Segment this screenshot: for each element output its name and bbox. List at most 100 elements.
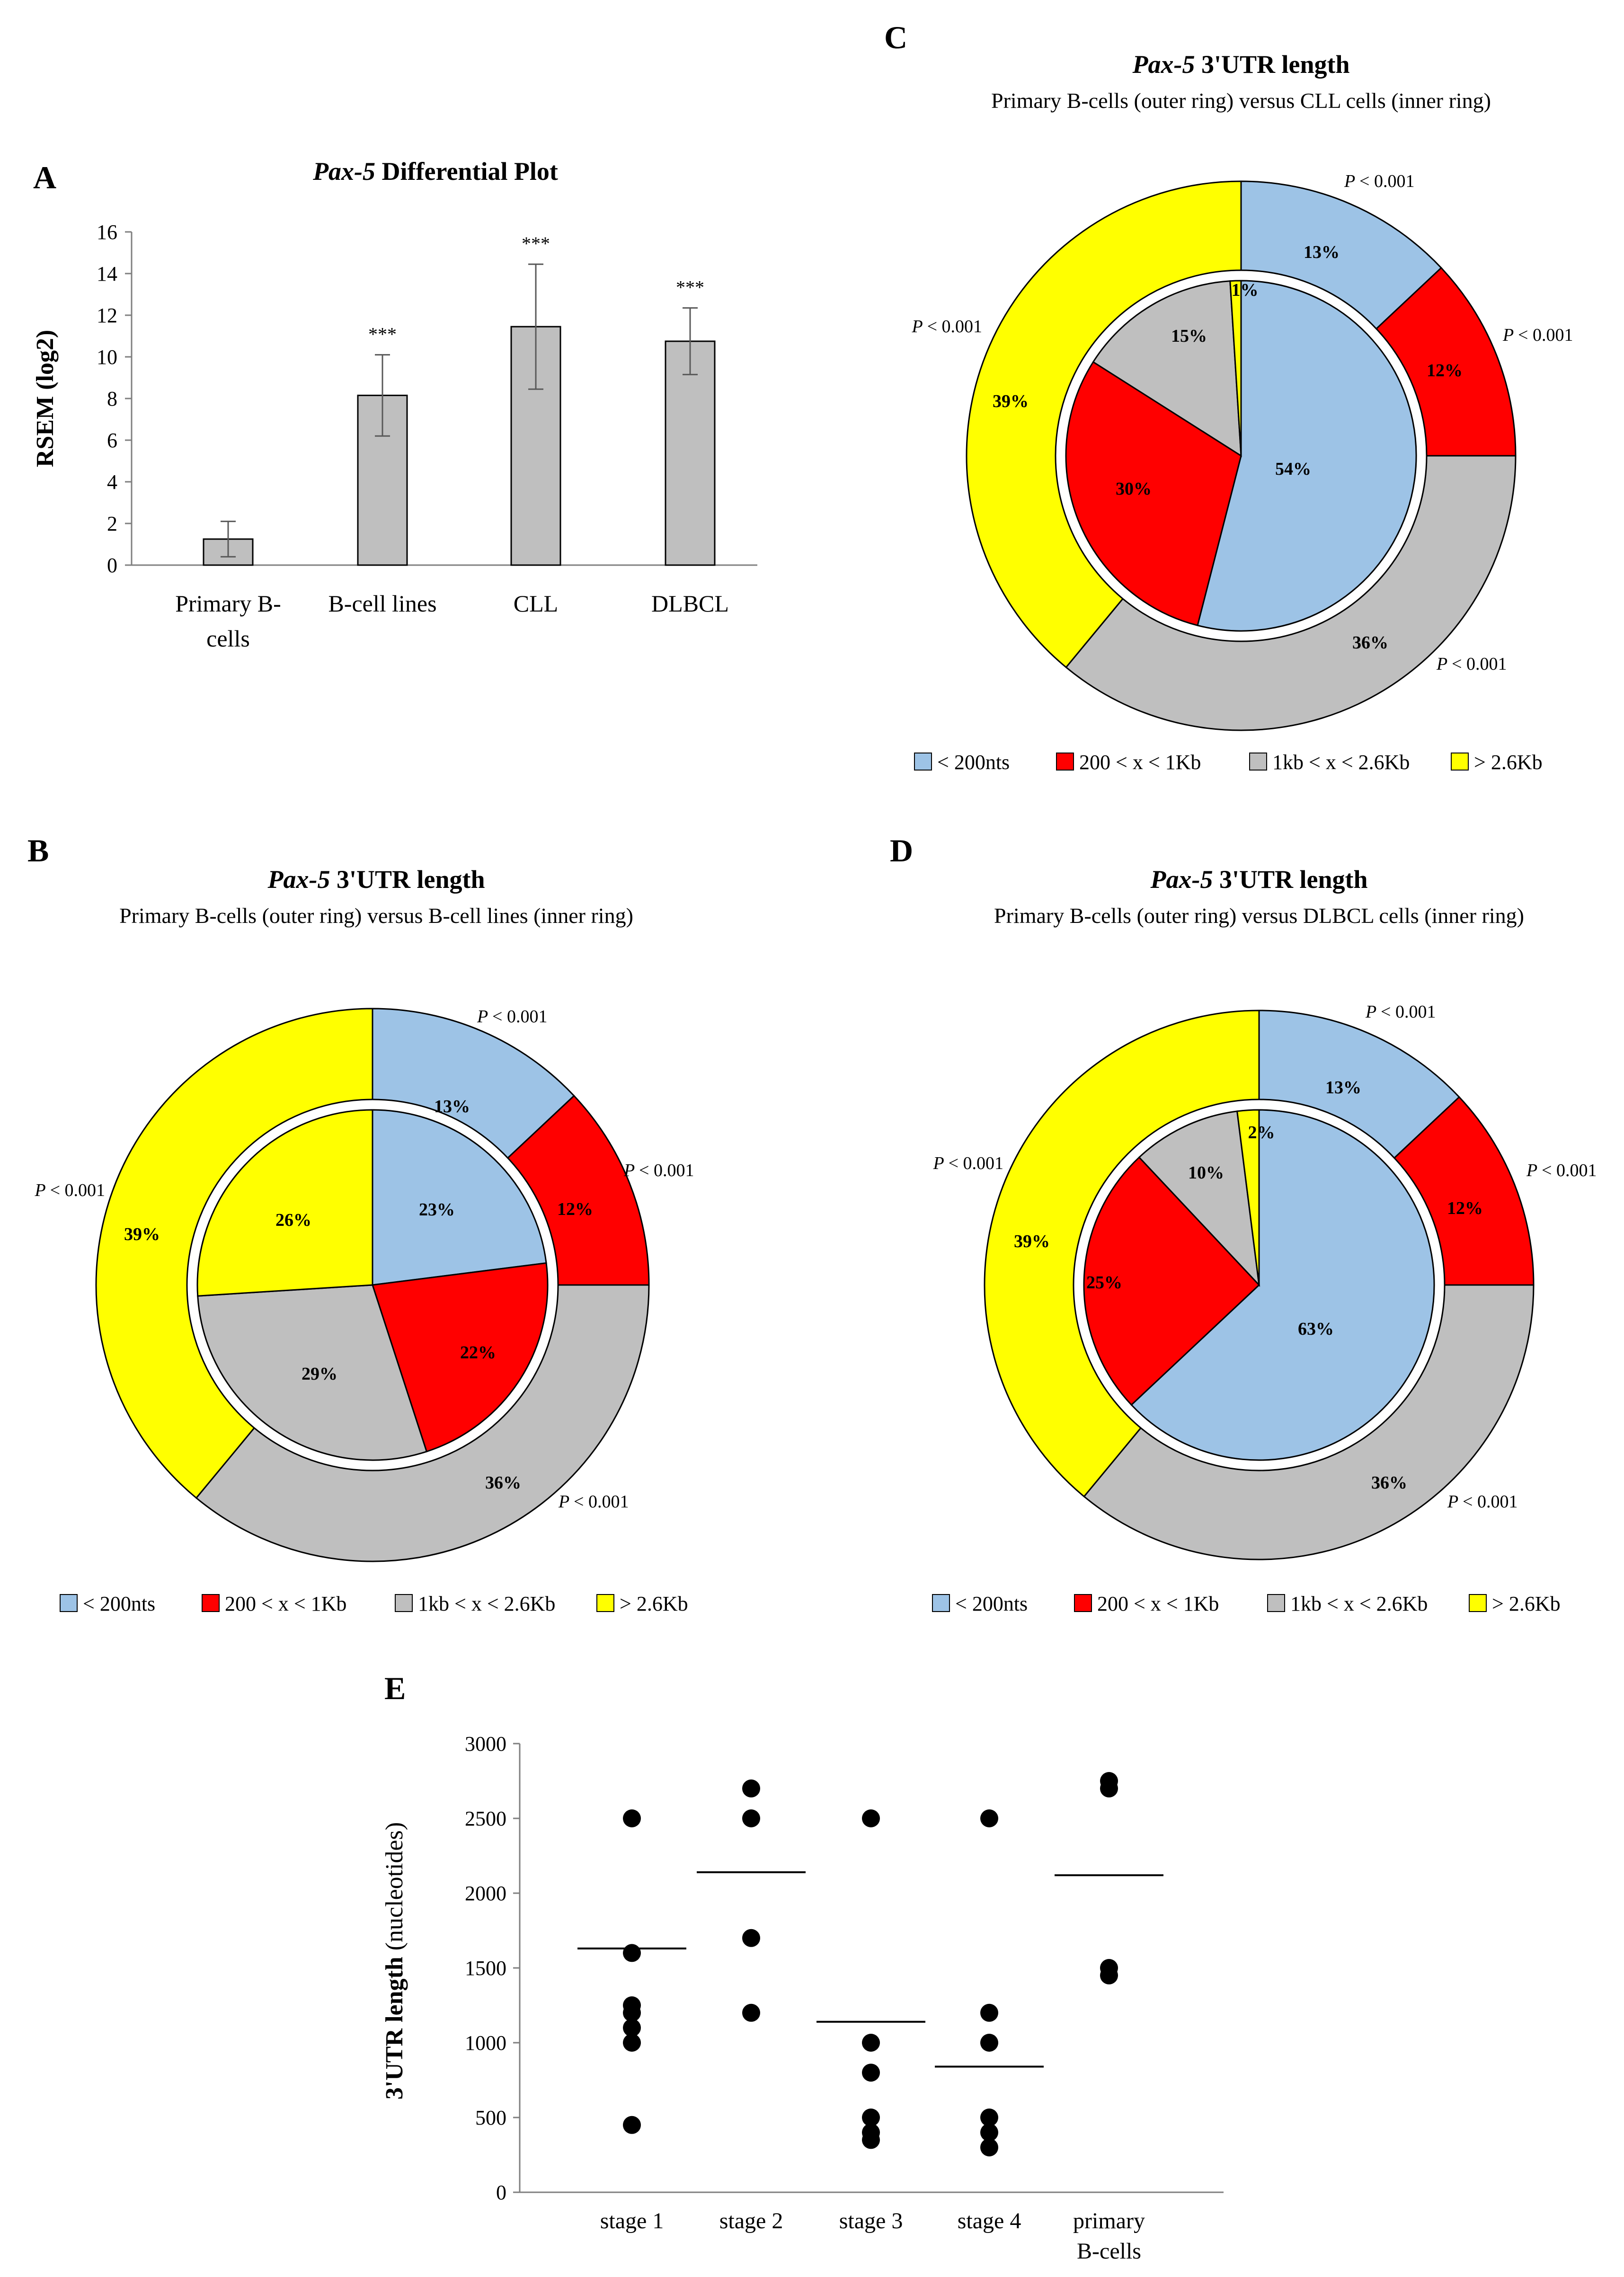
panel-b-p-value: P < 0.001: [477, 1007, 547, 1027]
panel-a-title: Pax-5 Differential Plot: [312, 157, 558, 186]
legend-swatch-200-to-1kb: [202, 1594, 220, 1612]
panel-b-p-symbol: P: [477, 1007, 492, 1027]
panel-letter-c: C: [884, 19, 907, 55]
legend-swatch-gt-2-6kb: [1469, 1594, 1487, 1612]
legend-swatch-gt-2-6kb: [1451, 753, 1469, 771]
panel-d-title: Pax-5 3'UTR length: [1150, 865, 1367, 894]
legend-swatch-gt-2-6kb: [596, 1594, 614, 1612]
panel-letter-d: D: [890, 833, 913, 868]
panel-c-outer-label: 12%: [1427, 361, 1463, 381]
panel-d-p-threshold: < 0.001: [1381, 1002, 1436, 1022]
panel-d-inner-label: 2%: [1248, 1123, 1275, 1143]
panel-e-data-point: [623, 2003, 641, 2022]
panel-b-inner-label: 29%: [302, 1364, 337, 1384]
panel-e-y-tick-label: 1500: [465, 1957, 506, 1980]
panel-d-title-rest: 3'UTR length: [1213, 865, 1367, 894]
panel-e-ylabel-rest: (nucleotides): [381, 1822, 408, 1957]
legend-swatch-200-to-1kb: [1074, 1594, 1092, 1612]
panel-d-p-symbol: P: [1526, 1161, 1542, 1180]
panel-c-p-value: P < 0.001: [1436, 654, 1507, 674]
panel-a-bar: [665, 340, 716, 566]
panel-d-outer-label: 13%: [1325, 1078, 1361, 1098]
panel-c-inner-label: 15%: [1171, 326, 1207, 346]
panel-c-inner-slice-200-to-1kb: [1065, 361, 1242, 627]
panel-b-p-threshold: < 0.001: [639, 1161, 694, 1180]
panel-letter-e: E: [384, 1670, 406, 1706]
panel-e-data-point: [980, 2003, 998, 2022]
panel-b-inner-slice-1kb-to-2-6kb: [197, 1284, 428, 1461]
panel-letter-b: B: [27, 833, 49, 868]
panel-c-p-symbol: P: [912, 317, 927, 337]
panel-c-subtitle: Primary B-cells (outer ring) versus CLL …: [991, 89, 1491, 113]
panel-c-outer-label: 13%: [1304, 242, 1340, 262]
legend-swatch-200-to-1kb: [1056, 753, 1074, 771]
panel-c-inner-label: 1%: [1232, 280, 1259, 300]
legend-label-gt-2-6kb: > 2.6Kb: [1474, 751, 1543, 774]
panel-d-inner-slice-lt-200nts: [1130, 1109, 1435, 1461]
panel-d-p-symbol: P: [1447, 1492, 1463, 1512]
panel-b: B Pax-5 3'UTR length Primary B-cells (ou…: [27, 833, 694, 1615]
panel-c-legend: < 200nts 200 < x < 1Kb 1kb < x < 2.6Kb > 2.…: [914, 751, 1543, 774]
panel-a-category-label: DLBCL: [651, 590, 729, 617]
legend-label-1kb-to-2-6kb: 1kb < x < 2.6Kb: [418, 1592, 555, 1615]
panel-c-p-symbol: P: [1502, 325, 1518, 345]
panel-d-title-italic: Pax-5: [1150, 865, 1213, 894]
panel-letter-a: A: [33, 159, 56, 195]
panel-d-p-value: P < 0.001: [1447, 1492, 1518, 1512]
panel-d-outer-label: 36%: [1371, 1473, 1407, 1493]
panel-d-p-threshold: < 0.001: [949, 1153, 1003, 1173]
panel-c-title-rest: 3'UTR length: [1195, 50, 1349, 79]
panel-c-outer-label: 39%: [993, 391, 1029, 411]
panel-b-p-threshold: < 0.001: [492, 1007, 547, 1027]
panel-e-data-point: [980, 2138, 998, 2157]
panel-d-p-threshold: < 0.001: [1463, 1492, 1518, 1512]
panel-b-title-italic: Pax-5: [267, 865, 330, 894]
panel-a-y-tick-label: 10: [97, 346, 117, 369]
panel-c-p-value: P < 0.001: [1502, 325, 1573, 345]
panel-b-p-threshold: < 0.001: [574, 1492, 629, 1512]
panel-a-significance-label: ***: [676, 277, 704, 298]
legend-swatch-1kb-to-2-6kb: [1267, 1594, 1285, 1612]
panel-a-ylabel: RSEM (log2): [32, 330, 59, 467]
panel-d: D Pax-5 3'UTR length Primary B-cells (ou…: [890, 833, 1597, 1615]
panel-e-y-tick-label: 3000: [465, 1732, 506, 1755]
panel-c-p-value: P < 0.001: [912, 317, 982, 337]
panel-c-p-threshold: < 0.001: [927, 317, 982, 337]
panel-c-p-threshold: < 0.001: [1452, 654, 1507, 674]
legend-label-gt-2-6kb: > 2.6Kb: [1492, 1592, 1561, 1615]
panel-c-inner-slice-lt-200nts: [1197, 280, 1417, 632]
panel-b-p-value: P < 0.001: [35, 1180, 105, 1200]
panel-e-data-point: [862, 2109, 880, 2126]
panel-d-inner-slice-200-to-1kb: [1083, 1156, 1260, 1406]
panel-e-data-point: [980, 1809, 998, 1827]
legend-label-200-to-1kb: 200 < x < 1Kb: [1079, 751, 1201, 774]
panel-b-p-value: P < 0.001: [558, 1492, 629, 1512]
panel-a-category-label: cells: [206, 625, 250, 652]
legend-swatch-lt-200nts: [932, 1594, 950, 1612]
panel-d-p-value: P < 0.001: [1365, 1002, 1436, 1022]
panel-d-p-value: P < 0.001: [933, 1153, 1003, 1173]
panel-e: E 3'UTR length (nucleotides) 0 500 1000 150…: [381, 1670, 1224, 2264]
panel-e-data-point: [742, 1779, 760, 1798]
panel-b-p-threshold: < 0.001: [50, 1180, 105, 1200]
panel-e-data-point: [623, 2116, 641, 2134]
panel-b-p-symbol: P: [558, 1492, 574, 1512]
panel-d-outer-label: 39%: [1014, 1232, 1050, 1251]
panel-d-p-symbol: P: [1365, 1002, 1381, 1022]
panel-e-y-tick-label: 1000: [465, 2031, 506, 2055]
legend-swatch-1kb-to-2-6kb: [1249, 753, 1267, 771]
panel-e-data-point: [980, 2034, 998, 2052]
panel-a-significance-label: ***: [368, 324, 397, 345]
panel-a-y-tick-label: 12: [97, 304, 117, 327]
panel-a: A Pax-5 Differential Plot RSEM (log2) 0 2…: [32, 157, 757, 652]
panel-e-category-label: stage 3: [839, 2208, 903, 2233]
legend-label-1kb-to-2-6kb: 1kb < x < 2.6Kb: [1272, 751, 1410, 774]
panel-e-data-point: [742, 1929, 760, 1947]
panel-e-y-tick-label: 2500: [465, 1807, 506, 1830]
panel-b-inner-label: 26%: [275, 1210, 311, 1230]
legend-label-1kb-to-2-6kb: 1kb < x < 2.6Kb: [1290, 1592, 1428, 1615]
legend-label-gt-2-6kb: > 2.6Kb: [620, 1592, 688, 1615]
panel-e-data-point: [742, 1809, 760, 1827]
panel-a-significance-label: ***: [522, 233, 550, 254]
panel-e-data-point: [1100, 1966, 1118, 1985]
